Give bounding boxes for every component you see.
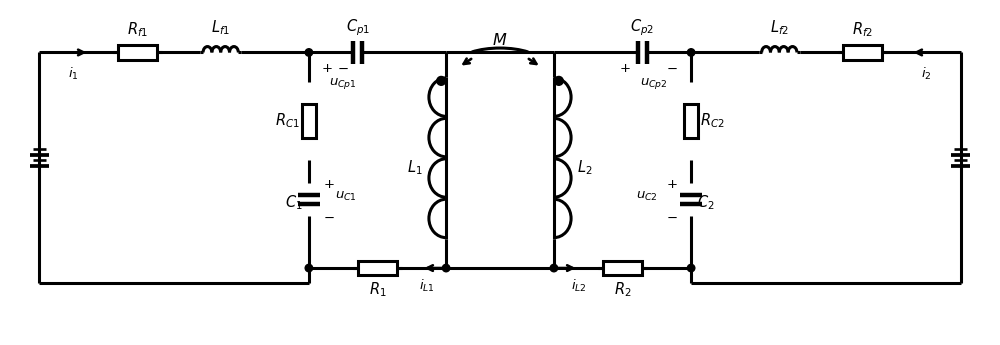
Text: $i_1$: $i_1$: [68, 66, 79, 82]
Bar: [603, 261, 642, 275]
Text: $+$: $+$: [323, 178, 334, 191]
Text: $C_2$: $C_2$: [697, 193, 715, 212]
Circle shape: [687, 264, 695, 272]
Circle shape: [442, 264, 450, 272]
Text: $R_{C2}$: $R_{C2}$: [700, 112, 725, 130]
Circle shape: [554, 77, 563, 85]
Text: $+$: $+$: [619, 62, 630, 75]
Text: $-$: $-$: [337, 62, 349, 75]
Text: $L_{f2}$: $L_{f2}$: [770, 19, 789, 37]
Text: $R_{C1}$: $R_{C1}$: [275, 112, 300, 130]
Circle shape: [305, 49, 313, 56]
Text: $i_2$: $i_2$: [921, 66, 932, 82]
Text: $M$: $M$: [492, 32, 508, 49]
Text: $+$: $+$: [666, 178, 677, 191]
Text: $u_{Cp2}$: $u_{Cp2}$: [640, 76, 668, 91]
Circle shape: [437, 77, 446, 85]
Text: $L_2$: $L_2$: [577, 158, 593, 177]
Text: $C_{p2}$: $C_{p2}$: [630, 18, 654, 38]
Text: $u_{Cp1}$: $u_{Cp1}$: [329, 76, 357, 91]
Bar: [358, 261, 397, 275]
Text: $L_{f1}$: $L_{f1}$: [211, 19, 230, 37]
Text: $i_{L1}$: $i_{L1}$: [419, 278, 434, 294]
Text: $u_{C2}$: $u_{C2}$: [636, 190, 658, 203]
Circle shape: [687, 49, 695, 56]
Text: $R_1$: $R_1$: [369, 280, 386, 299]
Text: $R_2$: $R_2$: [614, 280, 631, 299]
Bar: [684, 104, 698, 138]
Circle shape: [550, 264, 558, 272]
Text: $R_{f2}$: $R_{f2}$: [852, 21, 873, 39]
Bar: [118, 45, 157, 60]
Text: $-$: $-$: [323, 210, 334, 224]
Text: $i_{L2}$: $i_{L2}$: [571, 278, 586, 294]
Text: $C_{p1}$: $C_{p1}$: [346, 18, 370, 38]
Text: $-$: $-$: [666, 62, 677, 75]
Text: $L_1$: $L_1$: [407, 158, 423, 177]
Text: $u_{C1}$: $u_{C1}$: [335, 190, 357, 203]
Bar: [302, 104, 316, 138]
Circle shape: [305, 264, 313, 272]
Bar: [843, 45, 882, 60]
Text: $+$: $+$: [321, 62, 332, 75]
Text: $-$: $-$: [666, 210, 677, 224]
Text: $C_1$: $C_1$: [285, 193, 303, 212]
Text: $R_{f1}$: $R_{f1}$: [127, 21, 148, 39]
